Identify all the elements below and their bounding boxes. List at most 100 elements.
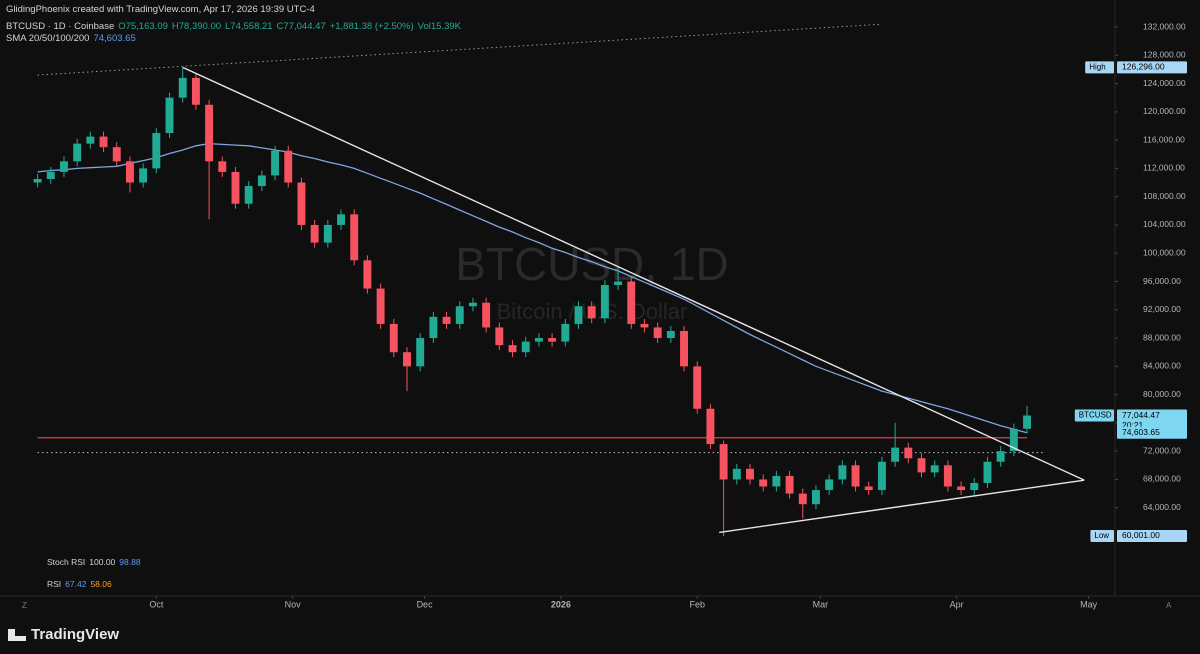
candle-body xyxy=(416,338,425,367)
candle-body xyxy=(376,288,385,324)
x-tick-label: 2026 xyxy=(551,599,571,609)
chart: BTCUSD, 1D Bitcoin / U.S. Dollar Z A 64,… xyxy=(0,0,1200,620)
price-badge xyxy=(1117,61,1187,74)
x-tick-label: Mar xyxy=(813,599,829,609)
y-tick-label: 80,000.00 xyxy=(1143,389,1181,399)
candle-body xyxy=(653,327,662,339)
sma-value: 74,603.65 xyxy=(93,33,136,44)
indicator-value: 100.00 xyxy=(89,557,116,567)
candle-body xyxy=(165,97,174,134)
candle-body xyxy=(706,408,715,445)
candle-body xyxy=(297,182,306,225)
y-tick-label: 116,000.00 xyxy=(1143,134,1185,144)
candle-body xyxy=(732,468,741,480)
ohlc-low: L74,558.21 xyxy=(225,21,273,32)
logo[interactable]: TradingView xyxy=(8,626,119,643)
candle-body xyxy=(891,447,900,462)
candle-body xyxy=(877,461,886,491)
candle-body xyxy=(125,161,134,183)
indicator-name: Stoch RSI xyxy=(47,557,86,567)
sma-name: SMA 20/50/100/200 xyxy=(6,33,90,44)
candle-body xyxy=(996,451,1005,462)
candle-body xyxy=(152,133,161,169)
candle-body xyxy=(191,77,200,105)
candle-body xyxy=(917,458,926,473)
candle-body xyxy=(218,161,227,172)
trendline xyxy=(37,23,882,76)
candle-body xyxy=(627,281,636,324)
footer: TradingView xyxy=(0,620,1200,654)
watermark: BTCUSD, 1D xyxy=(455,238,728,290)
price-badge xyxy=(1117,426,1187,439)
indicator-name: RSI xyxy=(47,579,62,589)
x-tick-label: Nov xyxy=(285,599,302,609)
candle-body xyxy=(1023,415,1032,429)
candle-body xyxy=(798,493,807,505)
candle-body xyxy=(231,171,240,204)
candle-body xyxy=(719,444,728,480)
y-tick-label: 128,000.00 xyxy=(1143,50,1186,60)
logo-icon xyxy=(8,628,26,641)
y-tick-label: 88,000.00 xyxy=(1143,332,1181,342)
price-badge-label: 74,603.65 xyxy=(1122,427,1160,437)
legend-row: BTCUSD · 1D · Coinbase O75,163.09 H78,390.… xyxy=(6,21,465,32)
candle-body xyxy=(548,338,557,342)
price-badge-tag xyxy=(1085,61,1114,74)
ohlc-close: C77,044.47 xyxy=(276,21,326,32)
candle-body xyxy=(508,345,517,353)
y-tick-label: 100,000.00 xyxy=(1143,247,1186,257)
price-badge-label: 77,044.47 xyxy=(1122,410,1160,420)
price-badge-tag-label: Low xyxy=(1094,531,1109,540)
y-tick-label: 120,000.00 xyxy=(1143,106,1186,116)
sma-legend: SMA 20/50/100/200 74,603.65 xyxy=(6,33,140,44)
candle-body xyxy=(759,479,768,487)
credit: GlidingPhoenix created with TradingView.… xyxy=(6,4,315,15)
candle-body xyxy=(574,306,583,324)
candle-body xyxy=(904,447,913,459)
candle-body xyxy=(46,171,55,179)
axis-button[interactable]: Z xyxy=(22,601,27,610)
candle-body xyxy=(86,136,95,144)
candle-body xyxy=(310,224,319,243)
candle-body xyxy=(403,352,411,367)
price-badge xyxy=(1117,409,1187,432)
candle-body xyxy=(429,316,438,339)
ohlc-open: O75,163.09 xyxy=(118,21,168,32)
candle-body xyxy=(812,490,820,505)
candle-body xyxy=(970,482,979,491)
x-tick-label: Oct xyxy=(149,599,164,609)
price-badge-tag-label: BTCUSD xyxy=(1079,411,1112,420)
candle-body xyxy=(521,341,530,353)
y-tick-label: 124,000.00 xyxy=(1143,78,1186,88)
candle-body xyxy=(561,323,570,342)
candle-body xyxy=(257,175,266,187)
candle-body xyxy=(957,486,966,491)
candle-body xyxy=(337,214,345,225)
candle-body xyxy=(640,323,649,328)
candle-body xyxy=(33,178,42,183)
y-tick-label: 64,000.00 xyxy=(1143,502,1181,512)
candle-body xyxy=(468,302,477,307)
candle-body xyxy=(666,330,675,339)
y-tick-label: 84,000.00 xyxy=(1143,361,1181,371)
y-tick-label: 68,000.00 xyxy=(1143,474,1181,484)
price-badge xyxy=(1117,529,1187,542)
ohlc-change: +1,881.38 (+2.50%) xyxy=(329,21,414,32)
y-tick-label: 72,000.00 xyxy=(1143,445,1181,455)
candle-body xyxy=(389,323,398,353)
y-tick-label: 92,000.00 xyxy=(1143,304,1181,314)
candle-body xyxy=(205,104,214,162)
indicator-legend: Stoch RSI 100.00 98.88 xyxy=(47,557,145,567)
indicator-value: 67.42 xyxy=(65,579,87,589)
sma-line xyxy=(37,142,1028,434)
price-badge-tag xyxy=(1074,409,1114,422)
candle-body xyxy=(680,330,688,367)
y-tick-label: 104,000.00 xyxy=(1143,219,1186,229)
axis-button[interactable]: A xyxy=(1166,601,1172,610)
candle-body xyxy=(983,461,992,483)
candle-body xyxy=(363,260,372,289)
background xyxy=(0,0,1200,620)
x-tick-label: May xyxy=(1080,599,1098,609)
candle-body xyxy=(1009,428,1018,452)
